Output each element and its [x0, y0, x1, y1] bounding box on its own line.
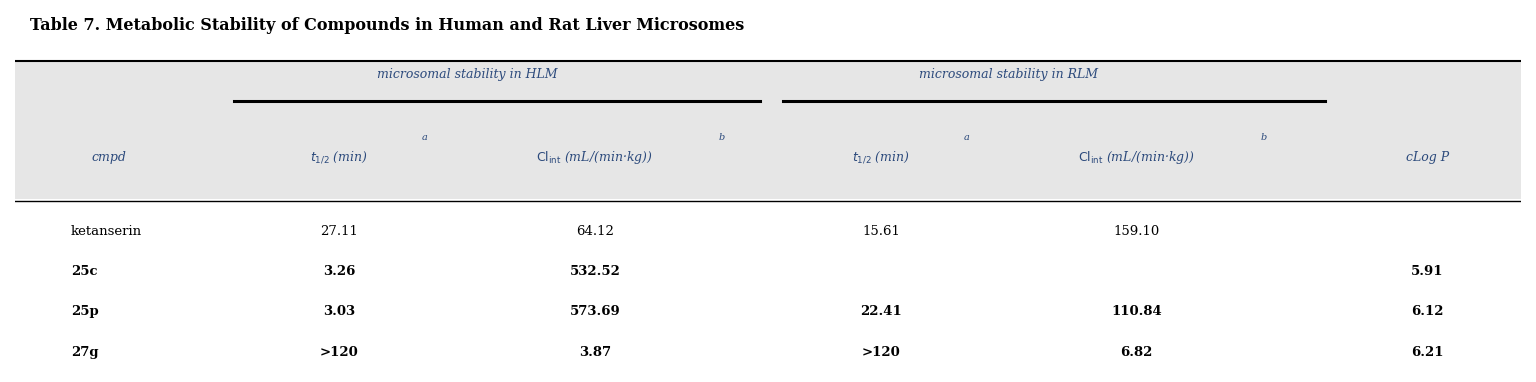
Text: 532.52: 532.52 — [570, 265, 621, 278]
Text: 3.87: 3.87 — [579, 346, 611, 359]
Text: 3.03: 3.03 — [323, 306, 355, 319]
Text: 5.91: 5.91 — [1412, 265, 1444, 278]
Text: microsomal stability in RLM: microsomal stability in RLM — [920, 68, 1098, 81]
Text: a: a — [422, 133, 427, 142]
Text: $\mathrm{Cl_{int}}$ (mL/(min·kg)): $\mathrm{Cl_{int}}$ (mL/(min·kg)) — [536, 149, 653, 166]
Text: 3.26: 3.26 — [323, 265, 355, 278]
Text: microsomal stability in HLM: microsomal stability in HLM — [376, 68, 558, 81]
Text: 27.11: 27.11 — [319, 225, 358, 238]
Text: a: a — [963, 133, 969, 142]
Text: $t_{1/2}$ (min): $t_{1/2}$ (min) — [852, 149, 909, 165]
Text: Table 7. Metabolic Stability of Compounds in Human and Rat Liver Microsomes: Table 7. Metabolic Stability of Compound… — [31, 17, 745, 34]
Text: 25c: 25c — [71, 265, 98, 278]
Text: 6.21: 6.21 — [1412, 346, 1444, 359]
Text: >120: >120 — [319, 346, 358, 359]
Text: 6.82: 6.82 — [1121, 346, 1154, 359]
Text: 573.69: 573.69 — [570, 306, 621, 319]
Text: 25p: 25p — [71, 306, 98, 319]
Text: 27g: 27g — [71, 346, 98, 359]
Text: $t_{1/2}$ (min): $t_{1/2}$ (min) — [310, 149, 369, 165]
Text: cmpd: cmpd — [91, 151, 126, 164]
Text: 110.84: 110.84 — [1112, 306, 1163, 319]
Text: 6.12: 6.12 — [1412, 306, 1444, 319]
Text: cLog P: cLog P — [1405, 151, 1448, 164]
Text: b: b — [719, 133, 725, 142]
Text: 22.41: 22.41 — [860, 306, 902, 319]
Text: >120: >120 — [862, 346, 900, 359]
Text: 64.12: 64.12 — [576, 225, 614, 238]
Text: ketanserin: ketanserin — [71, 225, 143, 238]
Text: 159.10: 159.10 — [1114, 225, 1160, 238]
Bar — [15, 62, 1521, 199]
Text: b: b — [1260, 133, 1267, 142]
Text: $\mathrm{Cl_{int}}$ (mL/(min·kg)): $\mathrm{Cl_{int}}$ (mL/(min·kg)) — [1078, 149, 1195, 166]
Text: 15.61: 15.61 — [862, 225, 900, 238]
